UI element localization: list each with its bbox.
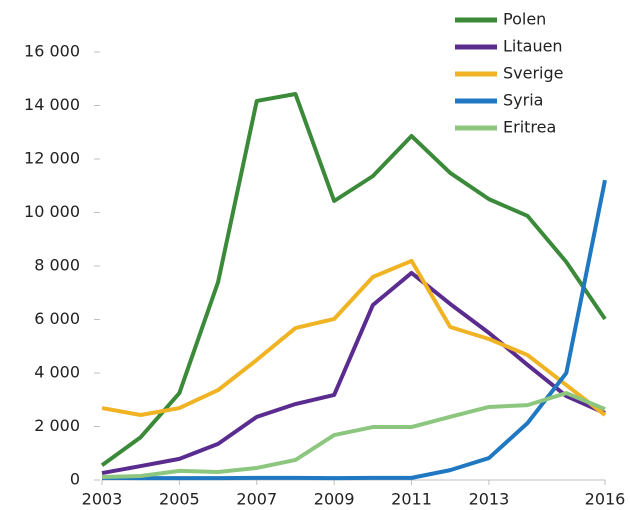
series-line — [101, 258, 607, 417]
y-tick-label: 6 000 — [34, 309, 80, 328]
x-tick-label: 2007 — [236, 490, 277, 509]
y-tick-label: 4 000 — [34, 363, 80, 382]
legend-label: Polen — [503, 10, 546, 29]
series-line — [101, 270, 606, 476]
x-tick-label: 2005 — [159, 490, 200, 509]
legend-label: Sverige — [503, 64, 564, 83]
series-line — [101, 179, 607, 481]
x-tick-label: 2016 — [585, 490, 626, 509]
y-tick-label: 12 000 — [24, 149, 80, 168]
x-tick-label: 2011 — [391, 490, 432, 509]
x-tick-label: 2003 — [82, 490, 123, 509]
legend-label: Litauen — [503, 37, 563, 56]
y-tick-label: 0 — [70, 470, 80, 489]
legend-label: Syria — [503, 91, 543, 110]
y-tick-label: 8 000 — [34, 256, 80, 275]
series-line — [100, 91, 607, 467]
y-tick-label: 2 000 — [34, 416, 80, 435]
x-tick-label: 2009 — [314, 490, 355, 509]
y-tick-label: 16 000 — [24, 42, 80, 61]
y-tick-label: 14 000 — [24, 95, 80, 114]
y-tick-label: 10 000 — [24, 202, 80, 221]
x-tick-label: 2013 — [469, 490, 510, 509]
series-line — [101, 391, 606, 480]
legend-label: Eritrea — [503, 118, 556, 137]
